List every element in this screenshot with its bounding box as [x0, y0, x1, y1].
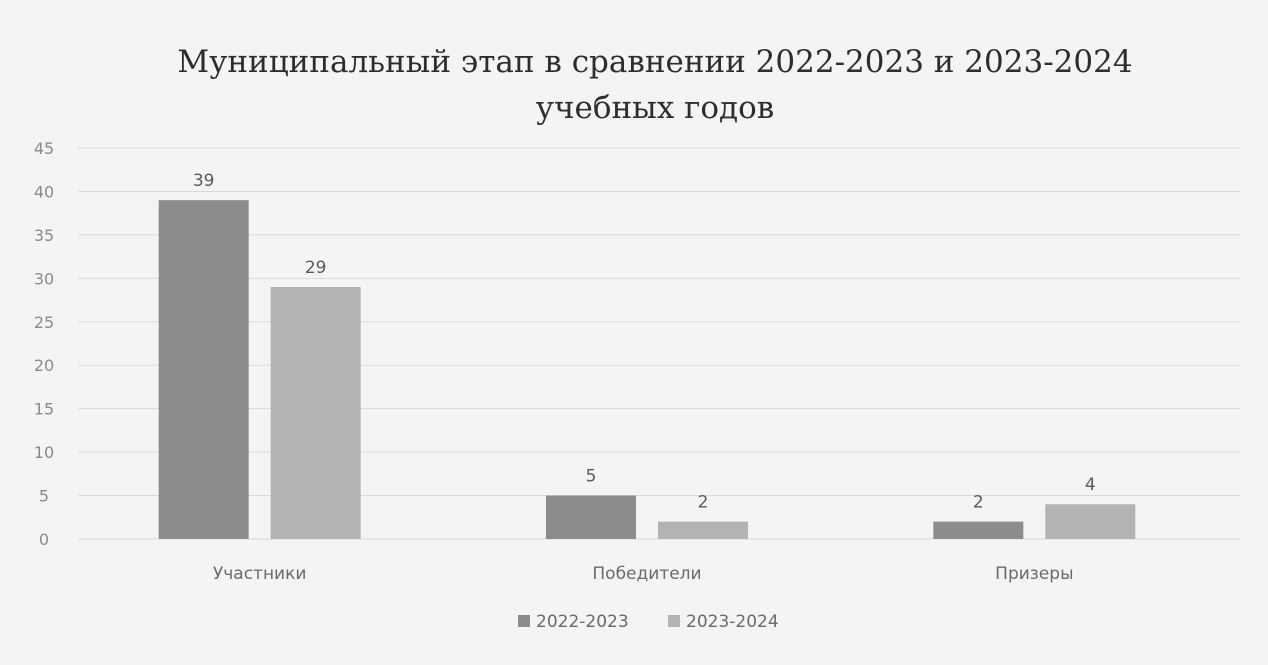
data-label: 5: [586, 467, 597, 487]
y-tick-label: 0: [39, 530, 49, 549]
chart-title-line-2: учебных годов: [536, 90, 775, 126]
legend-swatch: [518, 615, 530, 627]
bar-2023-2024-Участники: [270, 287, 361, 539]
bars: [158, 200, 1136, 539]
y-tick-label: 40: [34, 182, 54, 201]
y-axis-ticks: 0 5 10 15 20 25 30 35 40 45: [34, 139, 54, 549]
data-label: 29: [305, 258, 327, 278]
data-label: 2: [698, 493, 709, 513]
legend: 2022-2023 2023-2024: [518, 612, 779, 632]
y-tick-label: 5: [39, 487, 49, 506]
y-tick-label: 10: [34, 443, 54, 462]
chart-title: Муниципальный этап в сравнении 2022-2023…: [177, 44, 1132, 126]
gridlines: [78, 147, 1240, 540]
y-tick-label: 35: [34, 226, 54, 245]
y-tick-label: 25: [34, 313, 54, 332]
y-tick-label: 15: [34, 400, 54, 419]
data-labels: 39 29 5 2 2 4: [193, 171, 1096, 512]
legend-label: 2023-2024: [686, 612, 779, 632]
chart-title-line-1: Муниципальный этап в сравнении 2022-2023…: [177, 44, 1132, 80]
category-label: Участники: [213, 564, 307, 584]
legend-swatch: [668, 615, 680, 627]
category-label: Победители: [592, 564, 701, 584]
category-labels: Участники Победители Призеры: [213, 564, 1074, 584]
legend-label: 2022-2023: [536, 612, 629, 632]
data-label: 4: [1085, 475, 1096, 495]
y-tick-label: 45: [34, 139, 54, 158]
bar-2023-2024-Победители: [658, 521, 748, 539]
bar-2022-2023-Победители: [546, 495, 636, 539]
bar-2022-2023-Призеры: [933, 521, 1024, 539]
bar-2022-2023-Участники: [158, 200, 249, 539]
category-label: Призеры: [995, 564, 1073, 584]
y-tick-label: 20: [34, 356, 54, 375]
data-label: 2: [973, 493, 984, 513]
bar-2023-2024-Призеры: [1045, 504, 1136, 539]
data-label: 39: [193, 171, 215, 191]
y-tick-label: 30: [34, 269, 54, 288]
